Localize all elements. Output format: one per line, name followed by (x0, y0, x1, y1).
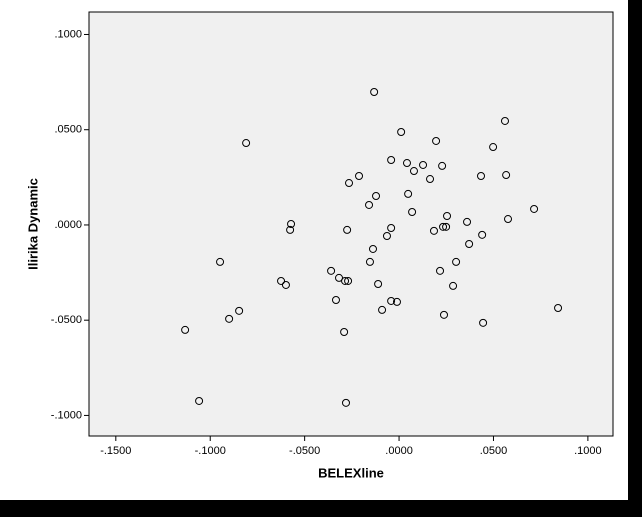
point (387, 224, 396, 232)
point (370, 88, 379, 96)
point (426, 175, 435, 184)
point (408, 208, 417, 216)
plot-area (88, 11, 614, 437)
point (439, 222, 448, 231)
point (225, 314, 234, 323)
point (387, 156, 396, 164)
point (402, 159, 411, 168)
point (438, 161, 447, 170)
point (181, 325, 190, 334)
x-tick-label: .1000 (574, 445, 602, 457)
point (286, 225, 295, 234)
y-tick-label: .0500 (54, 124, 82, 136)
point (374, 280, 383, 288)
point (409, 167, 418, 176)
point (449, 281, 458, 290)
point (331, 296, 340, 304)
point (530, 204, 539, 213)
point (195, 396, 204, 405)
y-tick-label: -.1000 (51, 409, 82, 421)
point (378, 305, 387, 314)
point (344, 276, 353, 285)
point (504, 215, 513, 224)
x-axis-title: BELEXline (318, 465, 384, 480)
x-tick-label: .0000 (385, 445, 413, 457)
point (365, 200, 374, 209)
point (404, 189, 413, 198)
y-axis-title: Ilirika Dynamic (25, 178, 40, 270)
point (463, 217, 472, 226)
point (419, 160, 428, 169)
y-tick-label: -.0500 (51, 314, 82, 326)
point (477, 172, 486, 180)
point (341, 276, 350, 285)
point (489, 143, 498, 152)
point (341, 398, 350, 407)
point (343, 225, 352, 234)
point (442, 222, 451, 231)
point (392, 297, 401, 306)
x-tick-label: .0500 (480, 445, 508, 457)
point (502, 171, 511, 180)
y-tick-label: .1000 (54, 28, 82, 40)
point (216, 257, 225, 266)
point (372, 192, 381, 200)
x-tick-label: -.1000 (195, 445, 226, 457)
x-tick-label: -.0500 (289, 445, 320, 457)
x-tick-label: -.1500 (100, 445, 131, 457)
point (277, 276, 286, 285)
point (443, 212, 452, 220)
point (327, 266, 336, 275)
point (397, 128, 406, 136)
point (439, 310, 448, 319)
point (345, 179, 354, 188)
point (452, 257, 461, 266)
point (387, 296, 396, 305)
point (478, 230, 487, 239)
point (436, 266, 445, 275)
point (281, 280, 290, 289)
point (382, 232, 391, 240)
point (365, 257, 374, 266)
point (554, 304, 563, 312)
point (235, 306, 244, 315)
point (500, 116, 509, 125)
chart: BELEXline Ilirika Dynamic -.1500 -.1000 -.… (0, 0, 628, 500)
y-tick-label: .0000 (54, 219, 82, 231)
point (479, 318, 488, 327)
point (465, 240, 474, 248)
point (340, 328, 349, 336)
point (429, 226, 438, 235)
point (287, 220, 296, 228)
point (355, 172, 364, 180)
point (242, 139, 251, 148)
point (368, 244, 377, 253)
point (432, 136, 441, 145)
